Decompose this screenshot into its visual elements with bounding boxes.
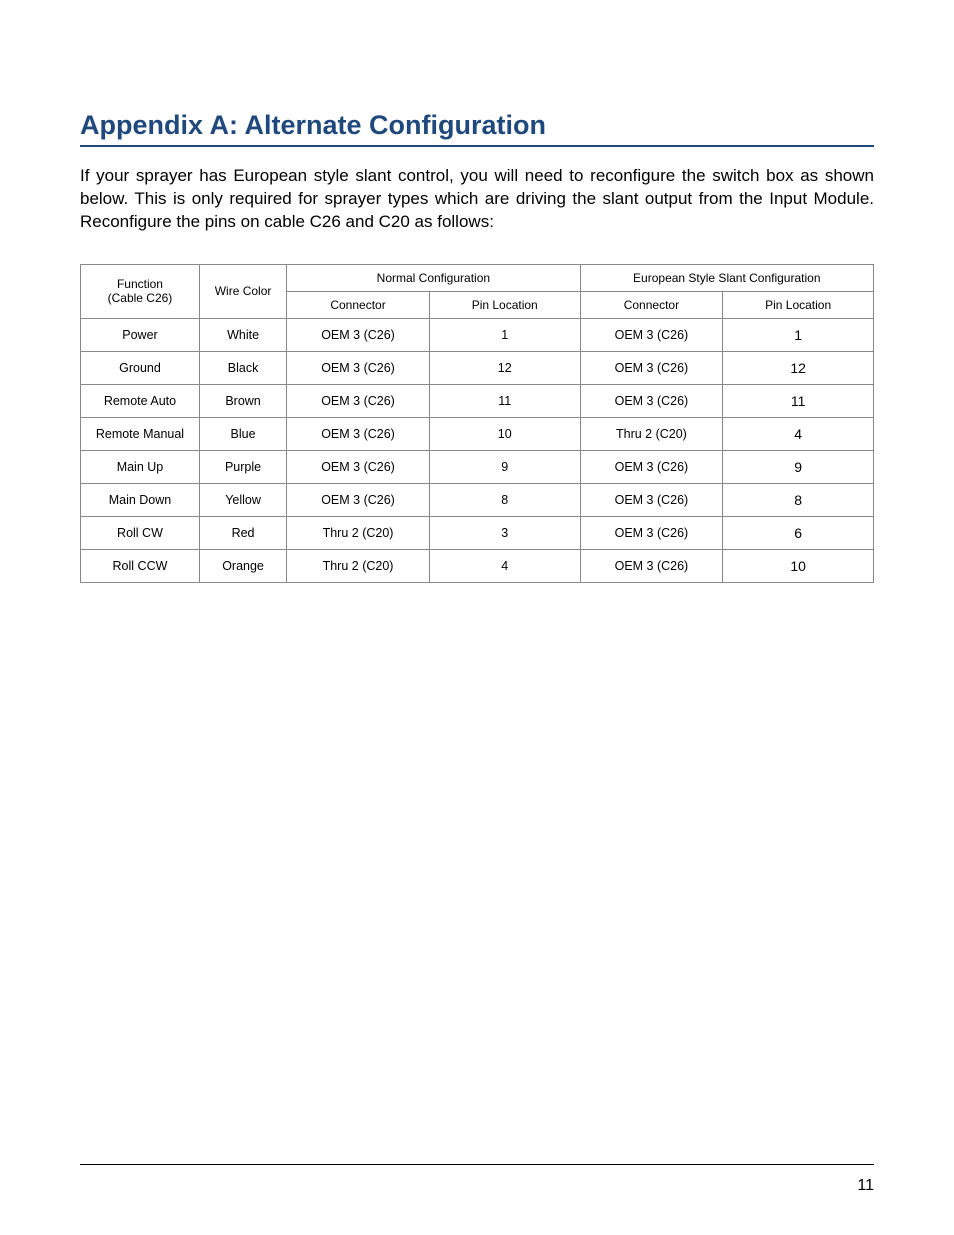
- table-cell: 10: [723, 549, 874, 582]
- page-content: Appendix A: Alternate Configuration If y…: [0, 0, 954, 583]
- table-cell: Orange: [199, 549, 286, 582]
- table-cell: OEM 3 (C26): [287, 384, 430, 417]
- table-cell: 9: [429, 450, 580, 483]
- table-cell: OEM 3 (C26): [580, 549, 723, 582]
- table-cell: Thru 2 (C20): [580, 417, 723, 450]
- table-cell: OEM 3 (C26): [580, 450, 723, 483]
- table-cell: 6: [723, 516, 874, 549]
- table-cell: Thru 2 (C20): [287, 549, 430, 582]
- th-function: Function (Cable C26): [81, 264, 200, 318]
- table-cell: 11: [723, 384, 874, 417]
- table-cell: Black: [199, 351, 286, 384]
- th-normal-config: Normal Configuration: [287, 264, 580, 291]
- table-row: Main DownYellowOEM 3 (C26)8OEM 3 (C26)8: [81, 483, 874, 516]
- table-cell: 11: [429, 384, 580, 417]
- table-cell: 12: [723, 351, 874, 384]
- table-cell: OEM 3 (C26): [287, 318, 430, 351]
- th-normal-pin: Pin Location: [429, 291, 580, 318]
- table-cell: Red: [199, 516, 286, 549]
- table-cell: White: [199, 318, 286, 351]
- table-cell: OEM 3 (C26): [580, 483, 723, 516]
- th-normal-connector: Connector: [287, 291, 430, 318]
- th-european-config: European Style Slant Configuration: [580, 264, 873, 291]
- table-cell: 8: [429, 483, 580, 516]
- table-cell: Power: [81, 318, 200, 351]
- table-cell: OEM 3 (C26): [287, 450, 430, 483]
- table-cell: Main Up: [81, 450, 200, 483]
- table-cell: 1: [429, 318, 580, 351]
- table-cell: OEM 3 (C26): [580, 351, 723, 384]
- table-body: PowerWhiteOEM 3 (C26)1OEM 3 (C26)1Ground…: [81, 318, 874, 582]
- table-cell: 4: [723, 417, 874, 450]
- table-cell: 10: [429, 417, 580, 450]
- table-cell: Remote Manual: [81, 417, 200, 450]
- table-row: Remote AutoBrownOEM 3 (C26)11OEM 3 (C26)…: [81, 384, 874, 417]
- th-euro-connector: Connector: [580, 291, 723, 318]
- table-cell: 4: [429, 549, 580, 582]
- table-cell: Brown: [199, 384, 286, 417]
- table-cell: 1: [723, 318, 874, 351]
- footer-rule: [80, 1164, 874, 1165]
- table-cell: OEM 3 (C26): [580, 384, 723, 417]
- table-cell: OEM 3 (C26): [287, 483, 430, 516]
- intro-paragraph: If your sprayer has European style slant…: [80, 165, 874, 234]
- table-cell: 12: [429, 351, 580, 384]
- table-cell: Purple: [199, 450, 286, 483]
- table-row: Roll CCWOrangeThru 2 (C20)4OEM 3 (C26)10: [81, 549, 874, 582]
- th-function-line1: Function: [117, 277, 163, 291]
- th-function-line2: (Cable C26): [108, 291, 173, 305]
- table-row: GroundBlackOEM 3 (C26)12OEM 3 (C26)12: [81, 351, 874, 384]
- th-wire-color: Wire Color: [199, 264, 286, 318]
- table-header: Function (Cable C26) Wire Color Normal C…: [81, 264, 874, 318]
- table-row: Roll CWRedThru 2 (C20)3OEM 3 (C26)6: [81, 516, 874, 549]
- configuration-table: Function (Cable C26) Wire Color Normal C…: [80, 264, 874, 583]
- page-number: 11: [857, 1177, 874, 1195]
- table-cell: Remote Auto: [81, 384, 200, 417]
- table-row: PowerWhiteOEM 3 (C26)1OEM 3 (C26)1: [81, 318, 874, 351]
- table-row: Remote ManualBlueOEM 3 (C26)10Thru 2 (C2…: [81, 417, 874, 450]
- table-cell: Blue: [199, 417, 286, 450]
- table-row: Main UpPurpleOEM 3 (C26)9OEM 3 (C26)9: [81, 450, 874, 483]
- table-cell: Roll CW: [81, 516, 200, 549]
- table-cell: 8: [723, 483, 874, 516]
- table-cell: 9: [723, 450, 874, 483]
- table-cell: OEM 3 (C26): [287, 417, 430, 450]
- table-cell: Roll CCW: [81, 549, 200, 582]
- appendix-heading: Appendix A: Alternate Configuration: [80, 110, 874, 147]
- table-cell: OEM 3 (C26): [580, 516, 723, 549]
- table-cell: Thru 2 (C20): [287, 516, 430, 549]
- table-cell: Yellow: [199, 483, 286, 516]
- table-cell: OEM 3 (C26): [580, 318, 723, 351]
- table-cell: Ground: [81, 351, 200, 384]
- table-cell: 3: [429, 516, 580, 549]
- table-cell: Main Down: [81, 483, 200, 516]
- table-cell: OEM 3 (C26): [287, 351, 430, 384]
- th-euro-pin: Pin Location: [723, 291, 874, 318]
